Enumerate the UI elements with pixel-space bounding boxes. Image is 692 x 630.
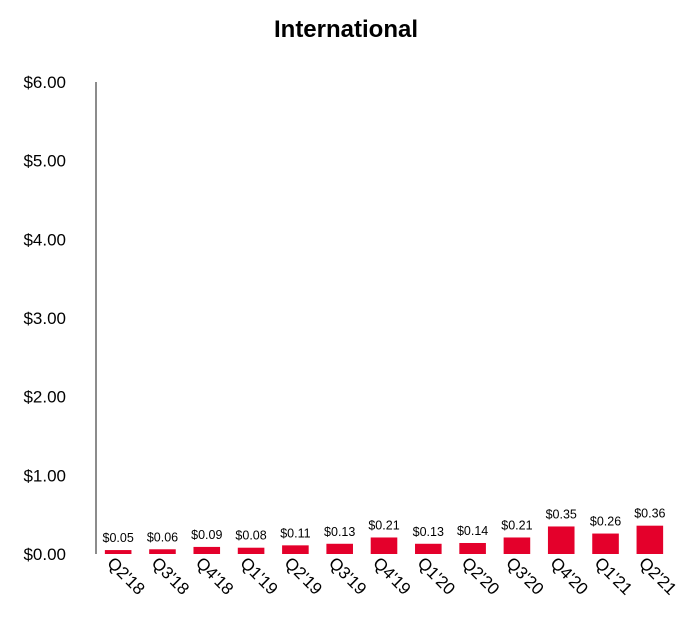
- data-label: $0.11: [280, 526, 310, 540]
- data-label: $0.14: [457, 524, 488, 538]
- x-axis-tick-labels: Q2'18 Q3'18 Q4'18 Q1'19 Q2'19 Q3'19 Q4'19 Q1'20…: [103, 554, 680, 599]
- data-label: $0.05: [103, 531, 134, 545]
- x-tick-label: Q3'19: [325, 554, 370, 599]
- bar: [326, 543, 353, 554]
- x-tick-label: Q2'18: [103, 554, 148, 599]
- bar: [636, 525, 664, 554]
- data-label: $0.13: [413, 525, 444, 539]
- bar: [459, 542, 486, 554]
- bar: [547, 526, 575, 554]
- chart-title: International: [273, 16, 418, 43]
- data-label: $0.13: [324, 525, 355, 539]
- bar: [193, 546, 221, 554]
- x-tick-label: Q3'18: [148, 554, 193, 599]
- x-tick-label: Q3'20: [502, 554, 547, 599]
- bar: [149, 549, 176, 554]
- y-tick-label: $5.00: [23, 152, 66, 171]
- y-axis-tick-labels: $0.00 $1.00 $2.00 $3.00 $4.00 $5.00 $6.00: [23, 73, 66, 564]
- data-label: $0.06: [147, 530, 178, 544]
- x-tick-label: Q1'21: [591, 554, 636, 599]
- y-tick-label: $0.00: [23, 545, 66, 564]
- y-tick-label: $1.00: [23, 466, 66, 485]
- x-tick-label: Q2'21: [635, 554, 680, 599]
- bar: [503, 537, 531, 554]
- x-tick-label: Q4'20: [547, 554, 592, 599]
- x-tick-label: Q4'18: [192, 554, 237, 599]
- bars: [104, 525, 664, 554]
- data-label: $0.21: [368, 518, 399, 532]
- bar: [370, 537, 398, 554]
- y-tick-label: $6.00: [23, 73, 66, 92]
- x-tick-label: Q2'20: [458, 554, 503, 599]
- x-tick-label: Q1'19: [236, 554, 281, 599]
- bar: [592, 533, 619, 554]
- data-label: $0.35: [546, 507, 577, 521]
- x-tick-label: Q1'20: [414, 554, 459, 599]
- bar: [237, 547, 265, 554]
- data-label: $0.21: [501, 518, 532, 532]
- data-label: $0.09: [191, 528, 222, 542]
- bar: [415, 543, 442, 554]
- bar: [104, 550, 132, 554]
- data-label: $0.26: [590, 515, 621, 529]
- data-label: $0.36: [634, 507, 665, 521]
- y-tick-label: $3.00: [23, 309, 66, 328]
- bar: [282, 545, 309, 554]
- x-tick-label: Q4'19: [369, 554, 414, 599]
- x-tick-label: Q2'19: [281, 554, 326, 599]
- data-label: $0.08: [235, 529, 266, 543]
- y-tick-label: $4.00: [23, 230, 66, 249]
- data-labels: $0.05 $0.06 $0.09 $0.08 $0.11 $0.13 $0.21 $0.13…: [103, 507, 666, 545]
- y-tick-label: $2.00: [23, 388, 66, 407]
